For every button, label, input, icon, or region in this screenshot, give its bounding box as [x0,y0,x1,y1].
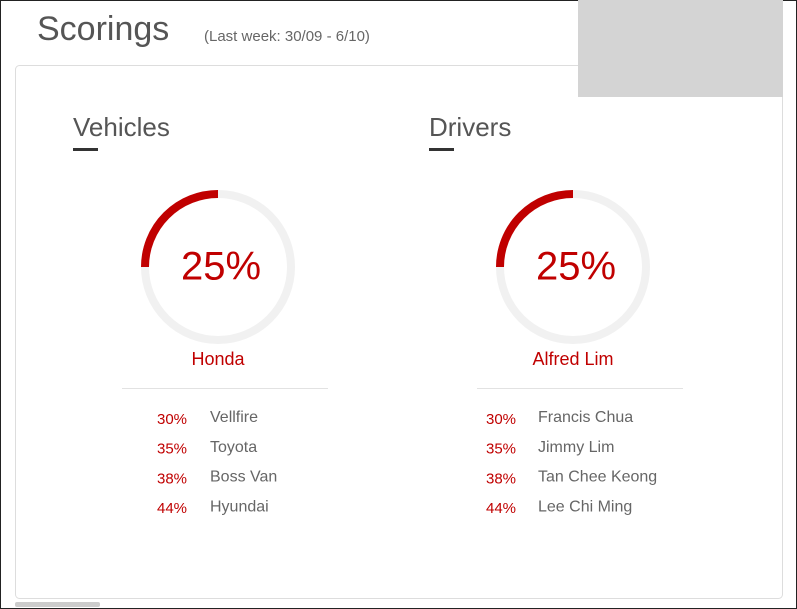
item-pct: 44% [157,500,187,517]
gauge-label: 25% [536,245,616,289]
gauge-label: 25% [181,245,261,289]
item-name: Jimmy Lim [538,439,614,456]
top-name: Honda [191,349,245,369]
page-title: Scorings [37,10,169,48]
item-name: Lee Chi Ming [538,498,632,515]
item-name: Francis Chua [538,409,633,426]
item-name: Hyundai [210,498,269,515]
section-title: Drivers [429,112,511,142]
item-pct: 38% [486,470,516,487]
item-name: Boss Van [210,469,277,486]
item-name: Vellfire [210,409,258,426]
page-subtitle: (Last week: 30/09 - 6/10) [204,28,370,45]
overlay-box [578,0,783,97]
gauge-arc [496,190,574,268]
gauge-arc [141,190,219,268]
top-name: Alfred Lim [532,349,613,369]
card [15,65,783,599]
item-pct: 30% [157,411,187,428]
item-pct: 35% [486,441,516,458]
item-pct: 38% [157,470,187,487]
section-underline [429,148,454,151]
section-underline [73,148,98,151]
scrollbar [15,602,100,607]
item-name: Toyota [210,439,257,456]
section-title: Vehicles [73,112,170,142]
item-pct: 35% [157,441,187,458]
item-pct: 30% [486,411,516,428]
item-pct: 44% [486,500,516,517]
item-name: Tan Chee Keong [538,469,657,486]
